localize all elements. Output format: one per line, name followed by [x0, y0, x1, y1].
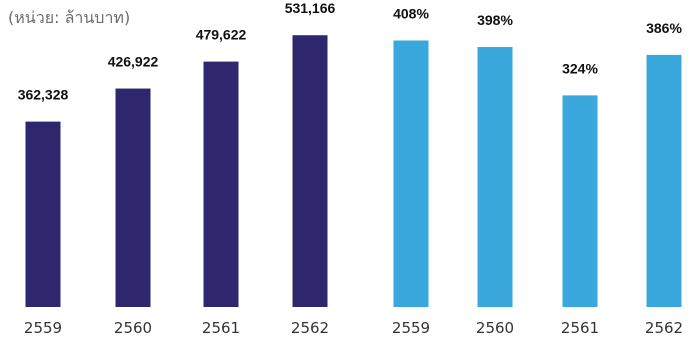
- data-label-financing-2561: 479,622: [196, 27, 247, 43]
- chart-panel-financing: 362,328 2559 426,922 2560 479,622 2561 531,166…: [18, 0, 336, 337]
- data-label-ratio-2560: 398%: [477, 12, 513, 28]
- x-tick-label-financing-2561: 2561: [202, 319, 240, 337]
- bar-ratio-2562: [646, 54, 682, 307]
- bar-ratio-2560: [477, 47, 513, 308]
- x-tick-label-financing-2559: 2559: [24, 319, 62, 337]
- x-tick-label-financing-2560: 2560: [114, 319, 152, 337]
- bar-ratio-2559: [393, 40, 429, 308]
- data-label-financing-2562: 531,166: [285, 0, 336, 16]
- bar-financing-2561: [203, 61, 239, 307]
- data-label-financing-2559: 362,328: [18, 87, 69, 103]
- bar-financing-2560: [115, 88, 151, 307]
- data-label-ratio-2561: 324%: [562, 60, 598, 76]
- x-tick-label-ratio-2561: 2561: [561, 319, 599, 337]
- x-tick-label-ratio-2560: 2560: [476, 319, 514, 337]
- data-label-financing-2560: 426,922: [108, 54, 159, 70]
- chart-panel-ratio: 408% 2559 398% 2560 324% 2561 386% 2562: [392, 5, 683, 337]
- unit-note: (หน่วย: ล้านบาท): [8, 8, 131, 27]
- bar-ratio-2561: [562, 95, 598, 307]
- data-label-ratio-2562: 386%: [646, 20, 682, 36]
- x-tick-label-financing-2562: 2562: [291, 319, 329, 337]
- x-tick-label-ratio-2562: 2562: [645, 319, 683, 337]
- bar-financing-2559: [25, 121, 61, 307]
- x-tick-label-ratio-2559: 2559: [392, 319, 430, 337]
- bar-financing-2562: [292, 35, 328, 307]
- data-label-ratio-2559: 408%: [393, 5, 429, 21]
